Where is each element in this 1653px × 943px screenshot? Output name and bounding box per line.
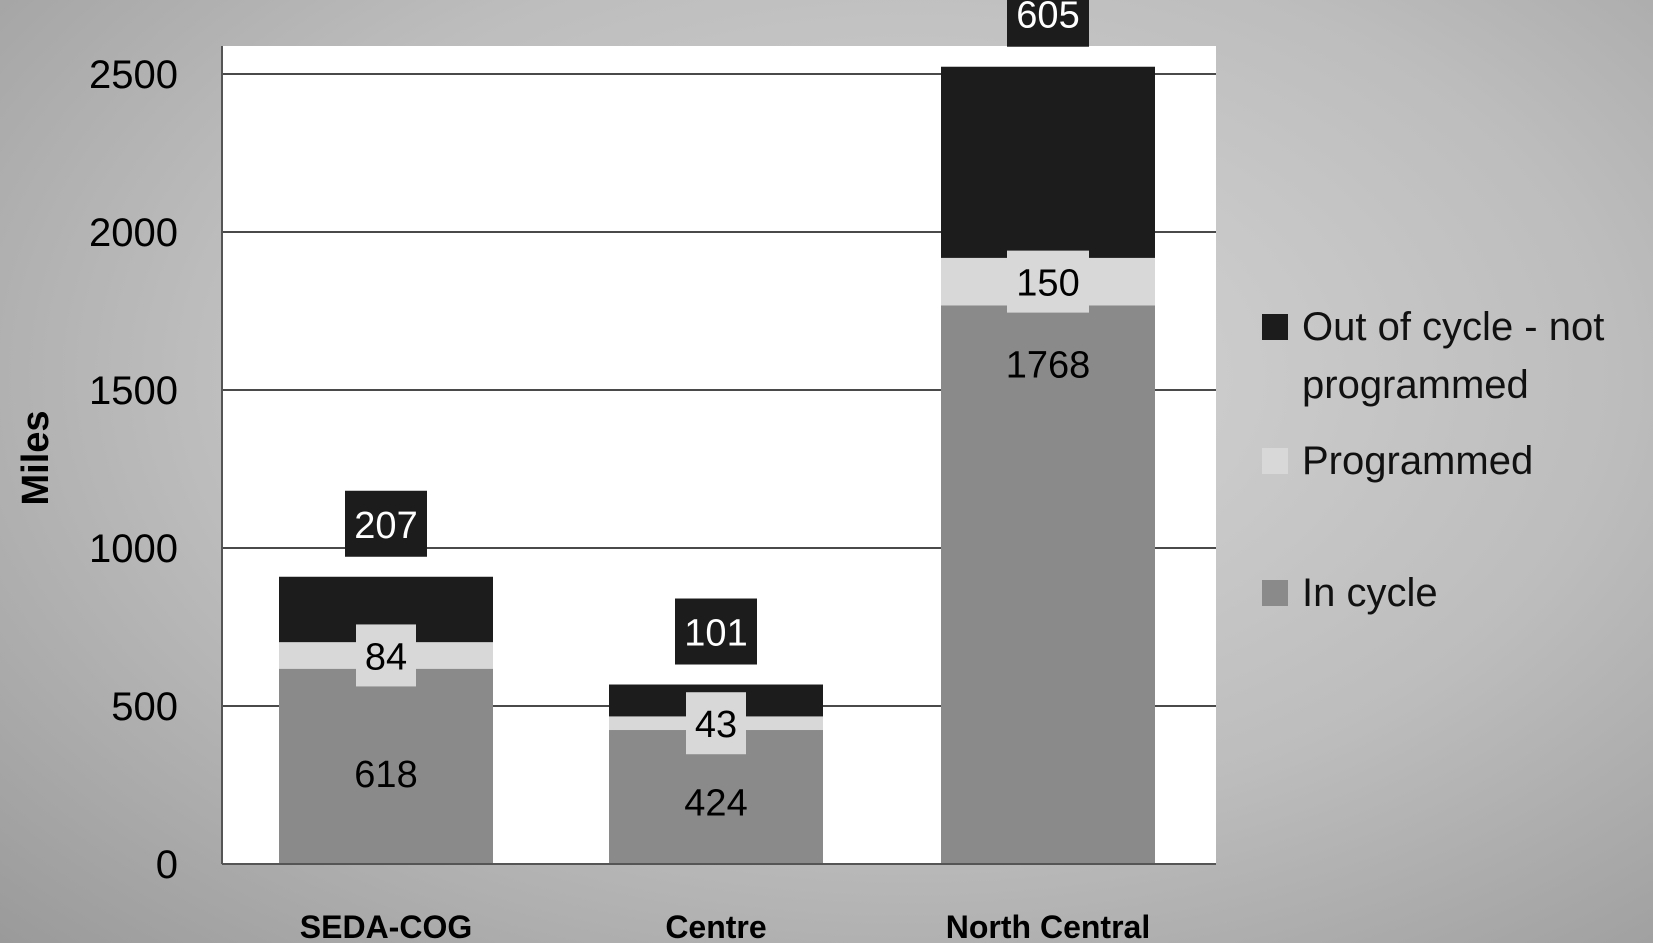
legend-label: In cycle	[1302, 571, 1438, 615]
y-tick-label: 2500	[89, 53, 178, 97]
y-tick-label: 1000	[89, 527, 178, 571]
data-label-box	[1007, 0, 1089, 47]
x-axis: SEDA-COG Centre North Central	[222, 863, 1216, 943]
bar-segment	[941, 66, 1155, 258]
data-label: 101	[684, 613, 747, 655]
data-label: 207	[354, 505, 417, 547]
data-label: 424	[684, 782, 747, 824]
data-label-box	[356, 624, 416, 687]
legend-label: programmed	[1302, 363, 1529, 407]
data-label-box	[686, 692, 746, 755]
y-axis: 0 500 1000 1500 2000 2500	[89, 46, 223, 887]
legend: Out of cycle - not programmed Programmed In…	[1262, 305, 1604, 615]
y-tick-label: 1500	[89, 369, 178, 413]
data-label: 618	[354, 754, 417, 796]
data-label: 84	[365, 636, 407, 678]
x-tick-label: Centre	[665, 909, 766, 943]
legend-swatch	[1262, 314, 1288, 340]
data-label: 43	[695, 704, 737, 746]
y-tick-label: 500	[111, 685, 178, 729]
legend-swatch	[1262, 580, 1288, 606]
data-labels: 618 84 207 424 43 101 1768 150 605	[345, 0, 1090, 824]
bar-segment	[279, 668, 493, 864]
data-label-box	[345, 490, 427, 557]
legend-label: Out of cycle - not	[1302, 305, 1604, 349]
data-label: 605	[1016, 0, 1079, 37]
legend-label: Programmed	[1302, 439, 1533, 483]
y-tick-label: 2000	[89, 211, 178, 255]
x-tick-label: North Central	[946, 909, 1150, 943]
data-label-box	[675, 598, 757, 665]
y-tick-label: 0	[156, 843, 178, 887]
data-label-box	[1007, 250, 1089, 313]
legend-swatch	[1262, 448, 1288, 474]
bar-segment	[941, 305, 1155, 864]
data-label: 150	[1016, 263, 1079, 305]
data-label: 1768	[1006, 345, 1091, 387]
x-tick-label: SEDA-COG	[300, 909, 472, 943]
y-axis-title: Miles	[15, 410, 57, 505]
